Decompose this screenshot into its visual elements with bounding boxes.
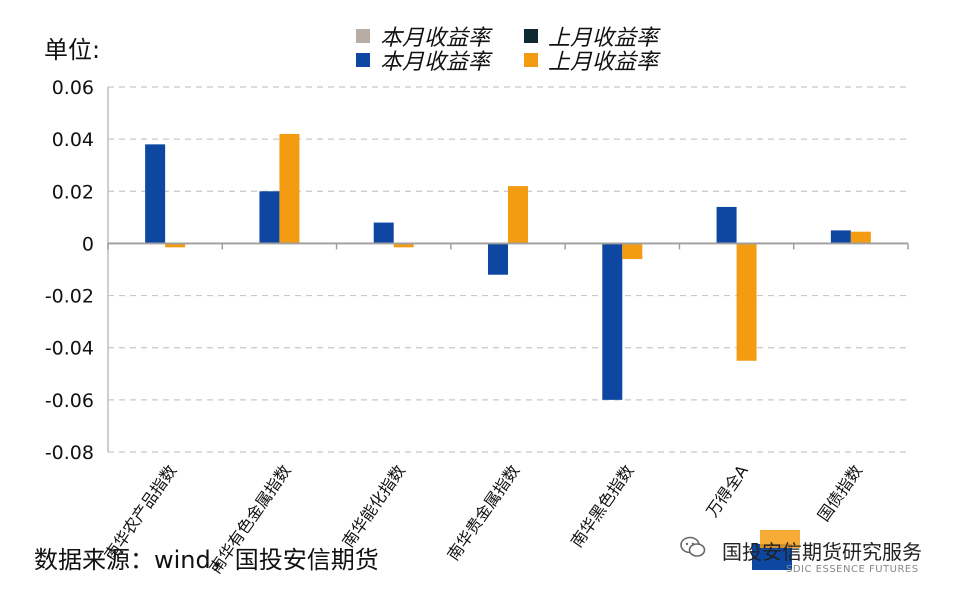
watermark: 国投安信期货研究服务 SDIC ESSENCE FUTURES xyxy=(676,530,966,586)
legend-label-2: 上月收益率 xyxy=(548,26,659,51)
y-tick-label: -0.04 xyxy=(45,338,94,360)
bar-this-month xyxy=(259,191,280,244)
bar-last-month xyxy=(622,243,643,260)
bar-last-month xyxy=(279,133,300,244)
y-tick-label: -0.06 xyxy=(45,390,94,412)
legend-swatch-3 xyxy=(356,53,370,67)
legend-label-3: 本月收益率 xyxy=(380,50,491,75)
legend-swatch-1 xyxy=(356,29,370,43)
watermark-subtext: SDIC ESSENCE FUTURES xyxy=(786,564,919,575)
bars xyxy=(145,133,871,400)
bar-this-month xyxy=(373,222,394,244)
unit-label: 单位: xyxy=(44,36,101,64)
bar-last-month xyxy=(736,243,757,361)
x-tick-label: 国债指数 xyxy=(814,461,866,524)
x-tick-label: 南华能化指数 xyxy=(338,461,409,551)
x-tick-label: 南华贵金属指数 xyxy=(443,461,523,564)
legend-label-4: 上月收益率 xyxy=(548,50,659,75)
bar-this-month xyxy=(830,230,851,244)
bar-last-month xyxy=(850,231,871,244)
y-tick-label: 0.02 xyxy=(52,181,94,203)
wechat-icon xyxy=(680,536,706,557)
y-tick-label: 0.06 xyxy=(52,77,94,99)
sdic-logo-icon xyxy=(752,530,800,570)
legend-item-3: 本月收益率 xyxy=(356,44,490,76)
y-tick-labels: 0.06 0.04 0.02 0 -0.02 -0.04 -0.06 -0.08 xyxy=(45,77,94,464)
axes xyxy=(107,87,909,452)
legend-item-4: 上月收益率 xyxy=(524,44,658,76)
bar-this-month xyxy=(488,243,508,275)
bar-last-month xyxy=(393,243,414,248)
y-tick-label: -0.02 xyxy=(45,286,94,308)
x-tick-label: 万得全A xyxy=(702,461,751,520)
legend-swatch-4 xyxy=(524,53,538,67)
bar-this-month xyxy=(602,243,623,400)
bar-this-month xyxy=(145,144,166,244)
x-tick-label: 南华黑色指数 xyxy=(567,461,638,551)
bar-this-month xyxy=(716,206,737,244)
legend-item-1: 本月收益率 xyxy=(356,20,490,52)
y-tick-label: 0 xyxy=(82,233,94,255)
y-tick-label: -0.08 xyxy=(45,442,94,464)
legend-item-2: 上月收益率 xyxy=(524,20,658,52)
legend-swatch-2 xyxy=(524,29,538,43)
legend-label-1: 本月收益率 xyxy=(380,26,491,51)
data-source-label: 数据来源：wind，国投安信期货 xyxy=(34,546,379,574)
bar-last-month xyxy=(508,186,528,244)
bar-last-month xyxy=(165,243,186,248)
watermark-text: 国投安信期货研究服务 xyxy=(722,540,922,564)
y-tick-label: 0.04 xyxy=(52,129,94,151)
